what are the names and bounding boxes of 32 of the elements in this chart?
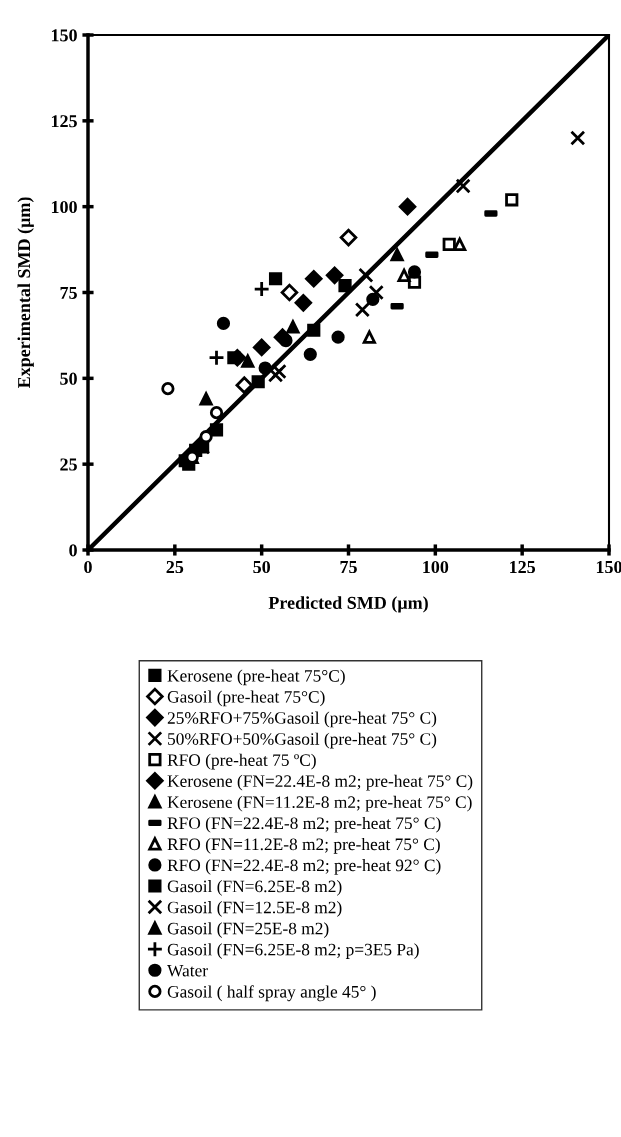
x-tick-label: 150 [596, 560, 621, 574]
legend-label: Water [167, 964, 208, 977]
legend-label: 50%RFO+50%Gasoil (pre-heat 75° C) [168, 732, 437, 749]
legend-label: Kerosene (FN=22.4E-8 m2; pre-heat 75° C) [167, 774, 473, 791]
legend-label: Gasoil (FN=6.25E-8 m2) [167, 880, 342, 896]
legend-label: 25%RFO+75%Gasoil (pre-heat 75° C) [167, 711, 437, 728]
legend-label: RFO (pre-heat 75 ºC) [167, 753, 316, 770]
x-tick-label: 75 [340, 561, 357, 574]
legend-label: RFO (FN=22.4E-8 m2; pre-heat 92° C) [167, 858, 441, 875]
y-tick-label: 0 [69, 544, 77, 557]
y-axis-title: Experimental SMD (μm) [17, 197, 34, 389]
x-tick-label: 50 [253, 560, 271, 574]
x-axis-title: Predicted SMD (μm) [268, 596, 428, 613]
y-tick-label: 150 [51, 29, 77, 42]
x-tick-label: 25 [166, 560, 184, 574]
x-tick-label: 100 [423, 560, 449, 574]
legend-label: Kerosene (pre-heat 75°C) [167, 669, 345, 686]
legend-label: Kerosene (FN=11.2E-8 m2; pre-heat 75° C) [167, 795, 472, 812]
y-tick-label: 25 [60, 458, 77, 471]
legend-label: Gasoil (FN=6.25E-8 m2; p=3E5 Pa) [167, 943, 419, 959]
y-tick-label: 50 [60, 372, 77, 385]
y-tick-label: 100 [51, 200, 77, 214]
legend-label: Gasoil (pre-heat 75°C) [167, 690, 325, 707]
legend-label: Gasoil (FN=12.5E-8 m2) [167, 901, 342, 917]
legend-label: Gasoil (FN=25E-8 m2) [167, 922, 329, 938]
legend-label: RFO (FN=11.2E-8 m2; pre-heat 75° C) [167, 837, 440, 854]
y-tick-label: 125 [51, 115, 77, 128]
y-tick-label: 75 [60, 286, 77, 299]
x-tick-label: 0 [84, 560, 92, 574]
x-tick-label: 125 [510, 560, 536, 574]
legend-label: RFO (FN=22.4E-8 m2; pre-heat 75° C) [167, 816, 441, 833]
legend-label: Gasoil ( half spray angle 45° ) [167, 985, 376, 1002]
